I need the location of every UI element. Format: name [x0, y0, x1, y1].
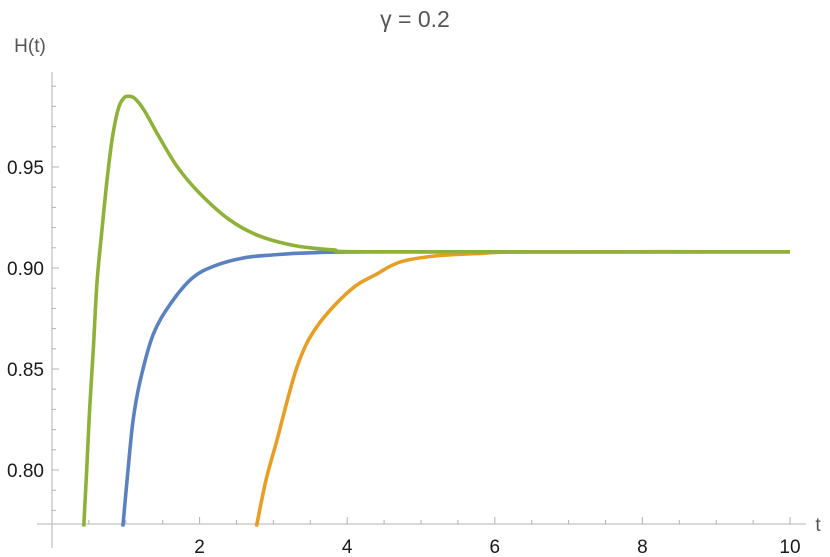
y-tick-label: 0.80 — [7, 461, 44, 482]
y-axis-label: H(t) — [14, 36, 46, 57]
x-tick-label: 10 — [779, 537, 800, 557]
x-tick-label: 6 — [490, 537, 501, 557]
y-tick-label: 0.95 — [7, 158, 44, 179]
x-tick-label: 4 — [342, 537, 353, 557]
series-orange-line — [254, 249, 791, 527]
axes: 2 4 6 8 10 0.80 0.85 0.90 0.95 — [7, 72, 806, 557]
x-tick-label: 8 — [637, 537, 648, 557]
chart-title: γ = 0.2 — [380, 6, 450, 32]
x-axis-label: t — [815, 515, 821, 536]
series-blue-line — [121, 249, 791, 527]
series-green-line — [81, 94, 791, 527]
y-tick-label: 0.85 — [7, 360, 44, 381]
x-tick-label: 2 — [194, 537, 205, 557]
data-series — [81, 94, 791, 527]
y-tick-label: 0.90 — [7, 259, 44, 280]
